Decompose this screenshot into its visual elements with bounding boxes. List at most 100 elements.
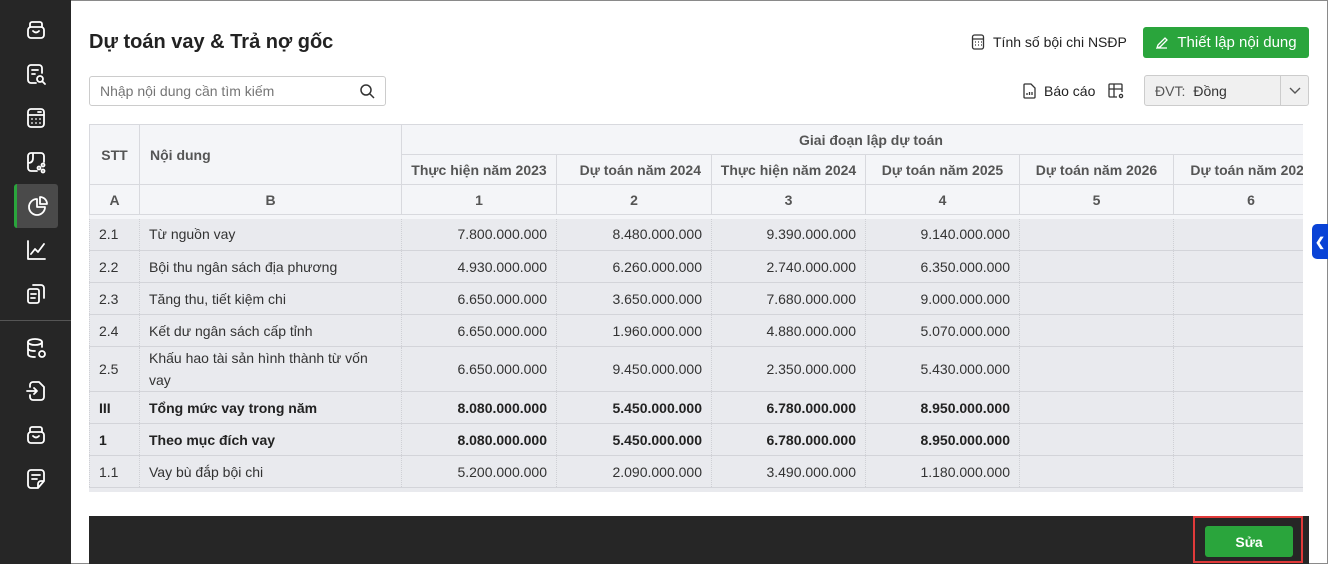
value-cell: 6.780.000.000 [711, 391, 866, 424]
value-cell: 3.490.000.000 [711, 455, 866, 488]
value-cell: 6.260.000.000 [556, 250, 712, 283]
pencil-icon [1156, 36, 1169, 49]
stt-cell: 1 [89, 423, 140, 456]
header-stt: STT [89, 124, 140, 185]
footer-bar [89, 516, 1309, 564]
sidebar-item-document-search[interactable] [14, 52, 58, 96]
table-row[interactable]: 1.1 Vay bù đắp bội chi 5.200.000.000 2.090.… [89, 455, 1303, 488]
calc-deficit-link[interactable]: Tính số bội chi NSĐP [971, 34, 1127, 50]
collapse-panel-button[interactable]: ❮ [1312, 224, 1328, 259]
index-cell: 4 [865, 184, 1020, 215]
value-cell: 4.930.000.000 [401, 250, 557, 283]
index-cell: 3 [711, 184, 866, 215]
column-header: Thực hiện năm 2023 [401, 154, 557, 185]
sidebar-item-note[interactable] [14, 457, 58, 501]
column-header: Dự toán năm 2024 [556, 154, 712, 185]
value-cell [1019, 423, 1174, 456]
report-file-icon [1023, 83, 1036, 99]
table-row[interactable]: 2.3 Tăng thu, tiết kiệm chi 6.650.000.000 3… [89, 282, 1303, 315]
index-cell: 2 [556, 184, 712, 215]
value-cell [1019, 455, 1174, 488]
table-settings-icon [1108, 83, 1124, 99]
value-cell: 9.390.000.000 [711, 218, 866, 251]
sidebar-item-database-settings[interactable] [14, 326, 58, 370]
column-header: Dự toán năm 2027 [1172, 154, 1303, 185]
search-box[interactable] [89, 76, 386, 106]
sidebar-item-pie-chart[interactable] [14, 184, 58, 228]
report-link[interactable]: Báo cáo [1023, 83, 1095, 99]
stt-cell: 2.5 [89, 346, 140, 392]
stt-cell: 2.2 [89, 250, 140, 283]
value-cell: 8.950.000.000 [865, 423, 1020, 456]
value-cell: 8.480.000.000 [556, 218, 712, 251]
value-cell: 6.650.000.000 [401, 282, 557, 315]
content-cell: Tăng thu, tiết kiệm chi [139, 282, 402, 315]
table-row[interactable]: 2.1 Từ nguồn vay 7.800.000.000 8.480.000.00… [89, 218, 1303, 251]
value-cell: 5.200.000.000 [401, 455, 557, 488]
value-cell [1172, 282, 1303, 315]
value-cell: 8.080.000.000 [401, 391, 557, 424]
sidebar-item-file-import[interactable] [14, 369, 58, 413]
share-document-icon [27, 152, 46, 174]
value-cell [1172, 346, 1303, 392]
value-cell: 2.740.000.000 [711, 250, 866, 283]
value-cell: 5.070.000.000 [865, 314, 1020, 347]
sidebar-item-calculator[interactable] [14, 96, 58, 140]
table-row[interactable]: 2.2 Bội thu ngân sách địa phương 4.930.000… [89, 250, 1303, 283]
sidebar-item-line-chart[interactable] [14, 228, 58, 272]
header-group: Giai đoạn lập dự toán [400, 124, 1303, 155]
sidebar-item-copy-document[interactable] [14, 272, 58, 316]
sidebar-item-share-document[interactable] [14, 140, 58, 184]
value-cell: 6.350.000.000 [865, 250, 1020, 283]
inbox-icon [27, 426, 45, 444]
page-title: Dự toán vay & Trả nợ gốc [89, 31, 334, 53]
table-row[interactable]: 2.4 Kết dư ngân sách cấp tỉnh 6.650.000.00… [89, 314, 1303, 347]
index-cell: B [139, 184, 402, 215]
data-table: STT Nội dung Giai đoạn lập dự toán Thực … [89, 124, 1303, 492]
value-cell: 9.450.000.000 [556, 346, 712, 392]
value-cell: 5.450.000.000 [556, 423, 712, 456]
table-row[interactable]: 1 Theo mục đích vay 8.080.000.000 5.450.000… [89, 423, 1303, 456]
sidebar [0, 0, 71, 564]
content-cell: Kết dư ngân sách cấp tỉnh [139, 314, 402, 347]
sidebar-divider [0, 320, 71, 321]
sidebar-item-archive[interactable] [14, 8, 58, 52]
unit-value: Đồng [1193, 82, 1227, 99]
value-cell: 5.450.000.000 [556, 391, 712, 424]
table-row[interactable]: 2.5 Khấu hao tài sản hình thành từ vốn va… [89, 346, 1303, 392]
value-cell: 7.680.000.000 [711, 282, 866, 315]
value-cell [1172, 218, 1303, 251]
chevron-down-icon[interactable] [1280, 76, 1308, 105]
value-cell [1172, 314, 1303, 347]
sidebar-item-inbox[interactable] [14, 413, 58, 457]
content-cell: Bội thu ngân sách địa phương [139, 250, 402, 283]
index-cell: 1 [401, 184, 557, 215]
value-cell: 8.950.000.000 [865, 391, 1020, 424]
value-cell: 2.350.000.000 [711, 346, 866, 392]
column-header: Dự toán năm 2025 [865, 154, 1020, 185]
database-settings-icon [27, 338, 46, 358]
content-cell: Tổng mức vay trong năm [139, 391, 402, 424]
value-cell [1019, 250, 1174, 283]
search-input[interactable] [100, 83, 359, 99]
note-icon [27, 469, 45, 489]
value-cell [1172, 391, 1303, 424]
search-icon[interactable] [359, 83, 375, 99]
table-row[interactable]: III Tổng mức vay trong năm 8.080.000.000 5.… [89, 391, 1303, 424]
stt-cell: III [89, 391, 140, 424]
value-cell [1019, 314, 1174, 347]
header-content: Nội dung [139, 124, 402, 185]
value-cell [1019, 218, 1174, 251]
stt-cell: 2.4 [89, 314, 140, 347]
unit-select[interactable]: ĐVT: Đồng [1144, 75, 1309, 106]
column-settings-button[interactable] [1107, 82, 1125, 100]
content-cell: Theo mục đích vay [139, 423, 402, 456]
edit-button[interactable]: Sửa [1205, 526, 1293, 557]
stt-cell: 1.1 [89, 455, 140, 488]
archive-icon [27, 21, 45, 39]
value-cell: 1.180.000.000 [865, 455, 1020, 488]
value-cell [1019, 391, 1174, 424]
value-cell [1172, 423, 1303, 456]
setup-content-button[interactable]: Thiết lập nội dung [1143, 27, 1309, 58]
column-header: Dự toán năm 2026 [1019, 154, 1174, 185]
